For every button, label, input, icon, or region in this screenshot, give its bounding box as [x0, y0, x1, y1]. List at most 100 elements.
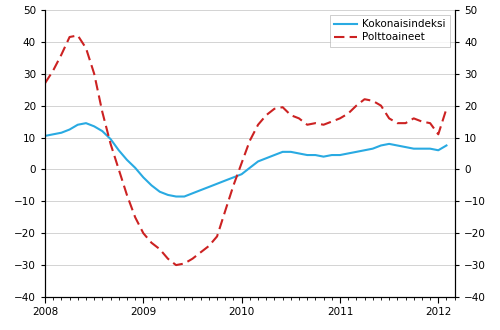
Polttoaineet	[108, 142, 114, 146]
Kokonaisindeksi	[156, 190, 162, 194]
Polttoaineet	[345, 112, 351, 115]
Polttoaineet	[419, 119, 425, 123]
Kokonaisindeksi	[165, 193, 171, 197]
Polttoaineet	[410, 116, 416, 120]
Polttoaineet	[222, 209, 228, 213]
Polttoaineet	[288, 113, 294, 117]
Kokonaisindeksi	[140, 176, 146, 180]
Polttoaineet	[272, 107, 278, 111]
Kokonaisindeksi	[329, 153, 335, 157]
Polttoaineet	[74, 33, 80, 37]
Kokonaisindeksi	[304, 153, 310, 157]
Polttoaineet	[116, 167, 121, 171]
Polttoaineet	[354, 104, 360, 108]
Kokonaisindeksi	[272, 153, 278, 157]
Kokonaisindeksi	[58, 131, 64, 135]
Polttoaineet	[100, 110, 105, 114]
Kokonaisindeksi	[132, 166, 138, 170]
Kokonaisindeksi	[182, 195, 188, 199]
Kokonaisindeksi	[255, 159, 261, 163]
Kokonaisindeksi	[91, 124, 97, 128]
Polttoaineet	[394, 121, 400, 125]
Kokonaisindeksi	[214, 182, 220, 186]
Polttoaineet	[182, 261, 188, 265]
Kokonaisindeksi	[288, 150, 294, 154]
Kokonaisindeksi	[50, 132, 56, 136]
Polttoaineet	[165, 257, 171, 261]
Kokonaisindeksi	[263, 156, 269, 160]
Line: Polttoaineet: Polttoaineet	[45, 35, 446, 265]
Kokonaisindeksi	[402, 145, 408, 149]
Kokonaisindeksi	[444, 144, 450, 148]
Legend: Kokonaisindeksi, Polttoaineet: Kokonaisindeksi, Polttoaineet	[330, 15, 450, 47]
Polttoaineet	[329, 119, 335, 123]
Polttoaineet	[255, 123, 261, 127]
Polttoaineet	[230, 183, 236, 187]
Kokonaisindeksi	[427, 147, 433, 150]
Kokonaisindeksi	[206, 185, 212, 189]
Polttoaineet	[247, 139, 253, 143]
Kokonaisindeksi	[238, 172, 244, 176]
Polttoaineet	[66, 35, 72, 39]
Kokonaisindeksi	[320, 155, 326, 159]
Kokonaisindeksi	[312, 153, 318, 157]
Polttoaineet	[362, 97, 368, 101]
Polttoaineet	[198, 250, 203, 254]
Kokonaisindeksi	[83, 121, 89, 125]
Polttoaineet	[280, 105, 285, 109]
Polttoaineet	[263, 113, 269, 117]
Kokonaisindeksi	[386, 142, 392, 146]
Polttoaineet	[312, 121, 318, 125]
Kokonaisindeksi	[74, 123, 80, 127]
Polttoaineet	[436, 132, 442, 136]
Polttoaineet	[296, 116, 302, 120]
Polttoaineet	[402, 121, 408, 125]
Kokonaisindeksi	[337, 153, 343, 157]
Polttoaineet	[304, 123, 310, 127]
Kokonaisindeksi	[354, 150, 360, 154]
Kokonaisindeksi	[190, 191, 196, 195]
Kokonaisindeksi	[100, 129, 105, 133]
Polttoaineet	[427, 121, 433, 125]
Kokonaisindeksi	[280, 150, 285, 154]
Polttoaineet	[42, 81, 48, 85]
Polttoaineet	[132, 215, 138, 219]
Polttoaineet	[337, 116, 343, 120]
Kokonaisindeksi	[66, 128, 72, 132]
Kokonaisindeksi	[230, 176, 236, 180]
Polttoaineet	[206, 244, 212, 248]
Kokonaisindeksi	[296, 151, 302, 155]
Kokonaisindeksi	[222, 179, 228, 182]
Kokonaisindeksi	[370, 147, 376, 150]
Polttoaineet	[83, 46, 89, 50]
Kokonaisindeksi	[148, 183, 154, 187]
Polttoaineet	[124, 193, 130, 197]
Kokonaisindeksi	[173, 195, 179, 199]
Polttoaineet	[58, 52, 64, 56]
Kokonaisindeksi	[124, 158, 130, 162]
Polttoaineet	[238, 161, 244, 165]
Kokonaisindeksi	[108, 137, 114, 141]
Kokonaisindeksi	[362, 148, 368, 152]
Kokonaisindeksi	[42, 134, 48, 138]
Polttoaineet	[140, 231, 146, 235]
Polttoaineet	[173, 263, 179, 267]
Polttoaineet	[444, 107, 450, 111]
Kokonaisindeksi	[436, 148, 442, 152]
Polttoaineet	[156, 247, 162, 251]
Kokonaisindeksi	[345, 151, 351, 155]
Polttoaineet	[190, 257, 196, 261]
Line: Kokonaisindeksi: Kokonaisindeksi	[45, 123, 446, 197]
Polttoaineet	[91, 72, 97, 76]
Kokonaisindeksi	[410, 147, 416, 150]
Polttoaineet	[148, 241, 154, 245]
Polttoaineet	[378, 104, 384, 108]
Polttoaineet	[50, 69, 56, 73]
Polttoaineet	[320, 123, 326, 127]
Kokonaisindeksi	[419, 147, 425, 150]
Kokonaisindeksi	[394, 144, 400, 148]
Polttoaineet	[386, 116, 392, 120]
Kokonaisindeksi	[247, 166, 253, 170]
Kokonaisindeksi	[116, 148, 121, 152]
Polttoaineet	[370, 99, 376, 103]
